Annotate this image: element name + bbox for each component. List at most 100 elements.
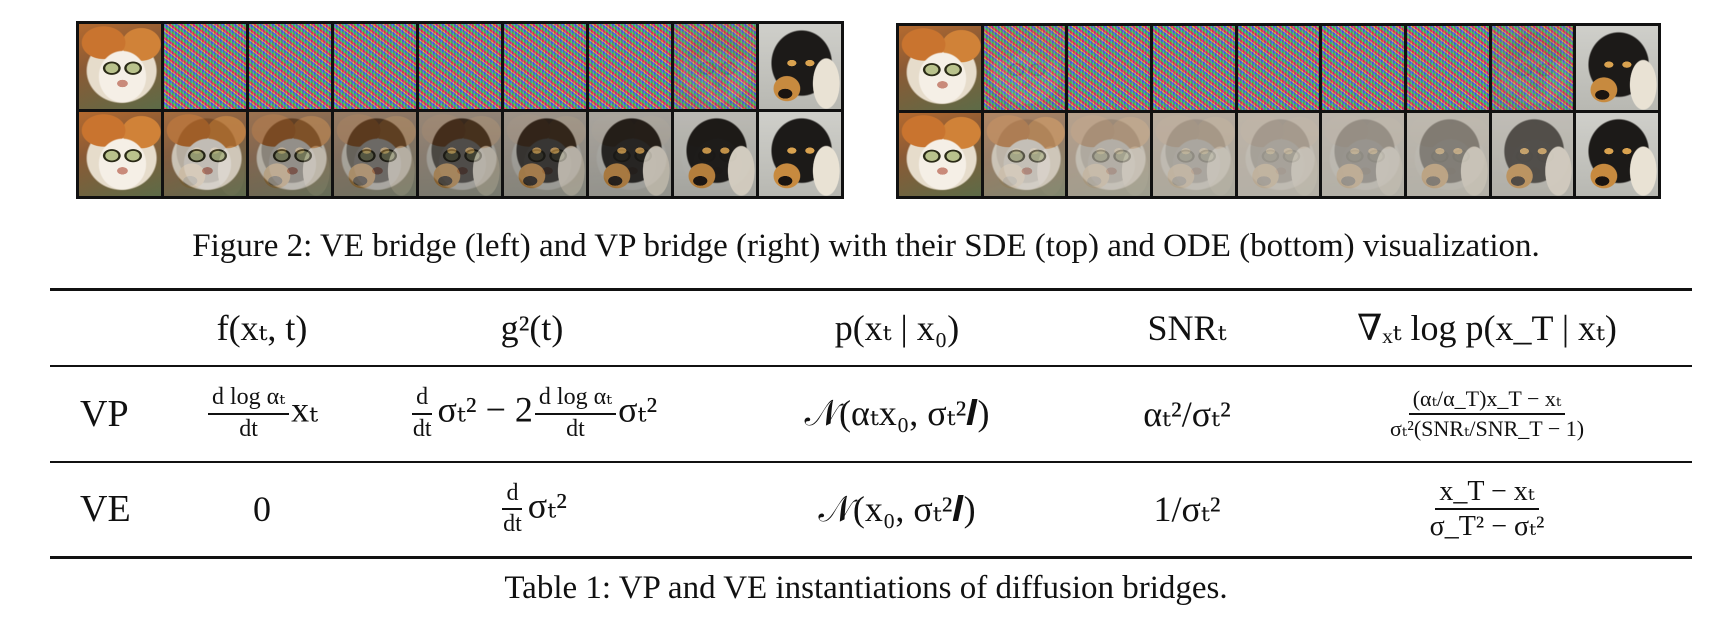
ve-score-fraction: x_T − xₜ σ_T² − σₜ² [1426, 476, 1549, 543]
noise-image [504, 24, 586, 109]
noise-image [1322, 26, 1404, 110]
vp-diffusion-cell: d dt σₜ² − 2 d log αₜ dt σₜ² [362, 365, 702, 463]
vp-diffusion-tail: σₜ² [618, 389, 658, 430]
noise-image [589, 24, 671, 109]
left-ode-frame-9 [759, 111, 841, 196]
left-sde-frame-2 [164, 24, 246, 109]
cat-image [899, 112, 981, 196]
vp-drift-numerator: d log αₜ [207, 385, 290, 415]
vp-diffusion-middle: σₜ² − 2 [437, 389, 533, 430]
vp-diffusion-d-fraction: d dt [409, 385, 436, 441]
dog-image [504, 111, 586, 196]
header-snr: SNRₜ [1092, 289, 1282, 367]
cat-image [79, 24, 161, 109]
left-ode-frame-1 [79, 111, 161, 196]
table-row-vp: VP d log αₜ dt xₜ d dt σₜ² − 2 d log αₜ … [50, 365, 1692, 463]
ve-drift-cell: 0 [162, 461, 362, 559]
left-sde-frame-1 [79, 24, 161, 109]
vp-drift-denominator: dt [239, 415, 258, 442]
dog-image [589, 111, 671, 196]
left-sde-frame-5 [419, 24, 501, 109]
ve-marginal-cell: 𝒩(x₀, σₜ²𝑰) [702, 461, 1092, 559]
vp-drift-tail: xₜ [291, 389, 319, 430]
right-sde-frame-4 [1152, 26, 1235, 110]
left-ode-frame-5 [419, 111, 501, 196]
left-ode-frame-6 [504, 111, 586, 196]
dog-image [1152, 112, 1235, 196]
cat-image [249, 111, 331, 196]
noise-image [1237, 26, 1320, 110]
row-label-vp: VP [50, 365, 162, 463]
vp-diffusion-log-denominator: dt [566, 415, 585, 442]
right-sde-frame-2 [983, 26, 1066, 110]
dog-image [334, 111, 416, 196]
dog-image [249, 111, 331, 196]
dog-image [1576, 112, 1658, 196]
ve-score-cell: x_T − xₜ σ_T² − σₜ² [1282, 461, 1692, 559]
ve-bridge-image-strip [76, 21, 844, 199]
cat-image [164, 111, 246, 196]
left-sde-frame-9 [759, 24, 841, 109]
header-drift: f(xₜ, t) [162, 289, 362, 367]
dog-image [1406, 112, 1489, 196]
right-sde-frame-9 [1576, 26, 1658, 110]
left-ode-frame-2 [164, 111, 246, 196]
cat-image [983, 112, 1066, 196]
right-sde-frame-7 [1406, 26, 1489, 110]
cat-image [899, 26, 981, 110]
right-ode-frame-1 [899, 112, 981, 196]
noise-image [1406, 26, 1489, 110]
right-ode-frame-8 [1491, 112, 1574, 196]
vp-diffusion-log-numerator: d log αₜ [534, 385, 617, 415]
figure-caption: Figure 2: VE bridge (left) and VP bridge… [192, 228, 1540, 264]
right-ode-frame-4 [1152, 112, 1235, 196]
right-sde-frame-6 [1322, 26, 1404, 110]
left-sde-frame-8 [674, 24, 756, 109]
left-ode-frame-8 [674, 111, 756, 196]
cat-image [334, 111, 416, 196]
header-marginal: p(xₜ | x₀) [702, 289, 1092, 367]
vp-snr-cell: αₜ²/σₜ² [1092, 365, 1282, 463]
left-ode-frame-7 [589, 111, 671, 196]
header-empty-cell [50, 289, 162, 367]
vp-diffusion-log-fraction: d log αₜ dt [534, 385, 617, 442]
header-score: ∇ₓₜ log p(x_T | xₜ) [1282, 289, 1692, 367]
right-sde-frame-8 [1491, 26, 1574, 110]
cat-image [79, 111, 161, 196]
dog-image [1491, 112, 1574, 196]
right-sde-frame-1 [899, 26, 981, 110]
vp-diffusion-d-numerator: d [412, 385, 433, 415]
ve-diffusion-d-denominator: dt [503, 511, 522, 538]
vp-score-cell: (αₜ/α_T)x_T − xₜ σₜ²(SNRₜ/SNR_T − 1) [1282, 365, 1692, 463]
row-label-ve: VE [50, 461, 162, 559]
bridge-instantiation-table: f(xₜ, t) g²(t) p(xₜ | x₀) SNRₜ ∇ₓₜ log p… [50, 288, 1692, 559]
ve-score-denominator: σ_T² − σₜ² [1429, 511, 1545, 543]
vp-marginal-cell: 𝒩(αₜx₀, σₜ²𝑰) [702, 365, 1092, 463]
dog-image [1237, 112, 1320, 196]
right-ode-frame-9 [1576, 112, 1658, 196]
left-sde-frame-6 [504, 24, 586, 109]
right-ode-frame-6 [1322, 112, 1404, 196]
vp-diffusion-d-denominator: dt [412, 415, 432, 442]
left-ode-frame-4 [334, 111, 416, 196]
dog-image [983, 112, 1066, 196]
header-diffusion: g²(t) [362, 289, 702, 367]
dog-image [759, 24, 841, 109]
left-sde-frame-7 [589, 24, 671, 109]
vp-drift-fraction: d log αₜ dt [207, 385, 290, 442]
dog-image [1068, 112, 1150, 196]
noise-image [419, 24, 501, 109]
table-header-row: f(xₜ, t) g²(t) p(xₜ | x₀) SNRₜ ∇ₓₜ log p… [50, 289, 1692, 367]
ve-snr-cell: 1/σₜ² [1092, 461, 1282, 559]
noise-image [1491, 26, 1574, 110]
right-ode-frame-3 [1068, 112, 1150, 196]
ve-diffusion-d-fraction: d dt [499, 480, 526, 538]
vp-bridge-image-strip [896, 23, 1661, 199]
dog-image [164, 111, 246, 196]
vp-score-fraction: (αₜ/α_T)x_T − xₜ σₜ²(SNRₜ/SNR_T − 1) [1386, 387, 1588, 439]
left-ode-frame-3 [249, 111, 331, 196]
ve-diffusion-tail: σₜ² [527, 485, 567, 526]
right-ode-frame-5 [1237, 112, 1320, 196]
right-sde-frame-3 [1068, 26, 1150, 110]
left-sde-frame-3 [249, 24, 331, 109]
